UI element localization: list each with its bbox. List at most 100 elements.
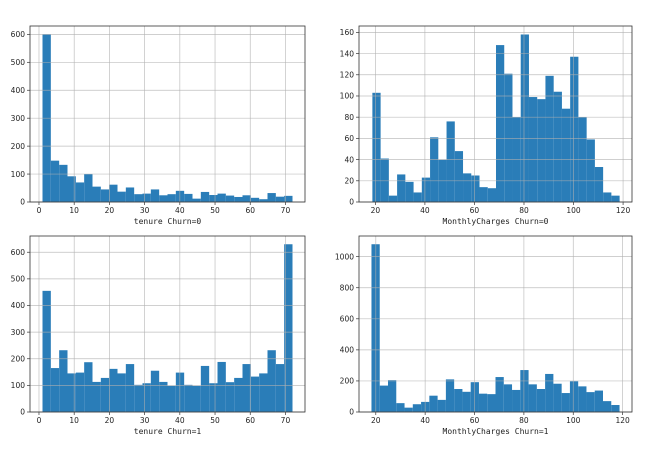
histogram-bar (234, 196, 243, 202)
histogram-bar (478, 393, 488, 412)
histogram-bar (553, 91, 562, 202)
histogram-bar (75, 372, 85, 412)
y-tick-label: 0 (349, 408, 354, 417)
histogram-bar (536, 389, 546, 412)
x-tick-label: 50 (210, 416, 220, 425)
y-tick-label: 400 (11, 86, 26, 95)
histogram-bar (479, 187, 488, 202)
histogram-bar (545, 373, 554, 412)
histogram-bar (537, 99, 546, 202)
histogram-bar (167, 385, 176, 412)
histogram-bar (561, 393, 570, 412)
histogram-bar (471, 175, 480, 202)
y-tick-label: 600 (340, 314, 355, 323)
histogram-bar (503, 384, 513, 412)
axes-frame (29, 235, 306, 413)
histogram-bar (84, 174, 93, 202)
histogram-bar (200, 191, 210, 202)
histogram-bar (520, 370, 529, 412)
x-tick-label: 40 (420, 416, 430, 425)
histogram-bar (125, 187, 135, 202)
histogram-bar (242, 364, 251, 412)
axes-frame (358, 235, 633, 413)
histogram-bar (528, 384, 537, 412)
y-tick-label: 300 (11, 328, 26, 337)
x-tick-label: 40 (420, 206, 430, 215)
x-tick-label: 60 (470, 206, 480, 215)
histogram-bar (495, 377, 504, 412)
histogram-bar (109, 184, 118, 202)
histogram-bar (84, 362, 93, 412)
histogram-bar (92, 186, 101, 202)
x-tick-label: 100 (566, 416, 581, 425)
x-tick-label: 120 (616, 206, 631, 215)
histogram-bar (603, 192, 612, 202)
histogram-bar (225, 382, 235, 412)
y-tick-label: 200 (11, 354, 26, 363)
x-tick-label: 40 (175, 416, 185, 425)
x-tick-label: 60 (470, 416, 480, 425)
histogram-bar (487, 394, 496, 412)
histogram-bar (184, 384, 193, 412)
histogram-bar (92, 381, 101, 412)
histogram-bar (117, 373, 126, 412)
x-tick-label: 70 (281, 416, 291, 425)
x-tick-label: 100 (566, 206, 581, 215)
histogram-bar (284, 195, 293, 202)
histogram-bar (67, 176, 76, 202)
subplot-2: 20 40 60 80 100 120 0 20 40 60 80 100 120 140 160 Month… (340, 25, 633, 226)
x-tick-label: 0 (37, 206, 42, 215)
histogram-bar (380, 158, 389, 202)
histogram-bar (429, 395, 438, 412)
x-tick-label: 10 (69, 416, 79, 425)
histogram-bar (430, 137, 439, 202)
histogram-bar (372, 92, 381, 202)
y-tick-label: 800 (340, 283, 355, 292)
subplot-4: 20 40 60 80 100 120 0 200 400 600 800 1000 MonthlyCh… (335, 235, 633, 436)
axes-frame (29, 25, 306, 203)
y-tick-label: 200 (340, 377, 355, 386)
histogram-bar (586, 139, 595, 202)
histogram-bar (267, 193, 276, 202)
histogram-bar (217, 193, 226, 202)
y-tick-label: 400 (340, 346, 355, 355)
axes-frame (358, 25, 633, 203)
y-tick-label: 600 (11, 248, 26, 257)
y-tick-label: 1000 (335, 252, 354, 261)
subplot-1: 0 10 20 30 40 50 60 70 0 100 200 300 400 500 600 tenure… (11, 25, 306, 226)
y-tick-label: 0 (20, 198, 25, 207)
y-tick-label: 60 (344, 134, 354, 143)
histogram-bar (159, 195, 168, 202)
histogram-bar (75, 182, 85, 202)
y-tick-label: 160 (340, 28, 355, 37)
x-tick-label: 10 (69, 206, 79, 215)
histogram-bar (454, 389, 463, 412)
y-tick-label: 0 (20, 408, 25, 417)
histogram-bar (225, 195, 235, 202)
histogram-bar (117, 191, 126, 202)
histogram-bar (397, 174, 406, 202)
histogram-bar (421, 177, 431, 202)
x-tick-label: 20 (371, 206, 381, 215)
histogram-bar (570, 56, 579, 203)
x-axis-label: tenure Churn=0 (134, 217, 202, 226)
y-tick-label: 140 (340, 49, 355, 58)
histogram-bar (405, 181, 414, 202)
x-tick-label: 120 (615, 416, 630, 425)
y-tick-label: 120 (340, 70, 355, 79)
histogram-bar (267, 350, 276, 412)
histogram-bar (561, 108, 571, 202)
histogram-bar (184, 193, 193, 202)
histogram-bar (578, 386, 587, 412)
histogram-bar (142, 193, 151, 202)
histogram-bar (50, 160, 60, 202)
histogram-bar (594, 390, 603, 412)
histogram-bar (150, 370, 160, 412)
histogram-bar (100, 189, 110, 202)
y-tick-label: 40 (344, 155, 354, 164)
histogram-bar (50, 368, 60, 412)
histogram-bar (454, 151, 464, 202)
x-tick-label: 60 (245, 416, 255, 425)
histogram-bar (242, 195, 251, 202)
